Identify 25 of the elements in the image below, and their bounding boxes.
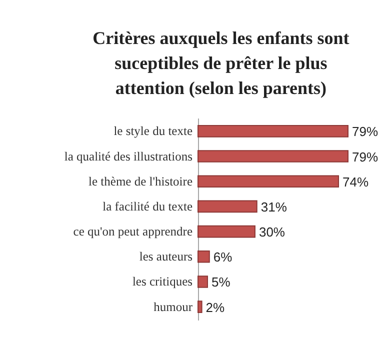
data-label: 79% bbox=[352, 149, 378, 164]
bar bbox=[198, 276, 208, 288]
bar bbox=[198, 250, 210, 263]
y-tick-label: la facilité du texte bbox=[102, 199, 193, 214]
y-tick-label: les critiques bbox=[132, 274, 193, 289]
data-label: 74% bbox=[342, 174, 369, 190]
data-label: 30% bbox=[258, 224, 286, 240]
data-label: 6% bbox=[213, 250, 233, 265]
bar bbox=[198, 175, 340, 188]
y-tick-label: la qualité des illustrations bbox=[64, 149, 193, 164]
y-tick-label: les auteurs bbox=[139, 250, 193, 264]
bar bbox=[198, 300, 202, 313]
bar bbox=[198, 225, 256, 238]
chart-title: Critères auxquels les enfants sont suceptibles de prêter le plus attention (selon les parents) bbox=[92, 28, 350, 98]
y-tick-label: le style du texte bbox=[114, 124, 193, 138]
bar bbox=[198, 200, 258, 213]
data-label: 79% bbox=[352, 124, 378, 140]
y-tick-label: ce qu'on peut apprendre bbox=[73, 224, 193, 239]
y-tick-label: humour bbox=[154, 300, 194, 314]
data-label: 5% bbox=[211, 274, 231, 290]
y-tick-label: le thème de l'histoire bbox=[88, 174, 193, 188]
bar bbox=[198, 150, 348, 162]
bar bbox=[198, 125, 348, 138]
data-label: 31% bbox=[260, 199, 288, 214]
data-label: 2% bbox=[206, 300, 226, 315]
